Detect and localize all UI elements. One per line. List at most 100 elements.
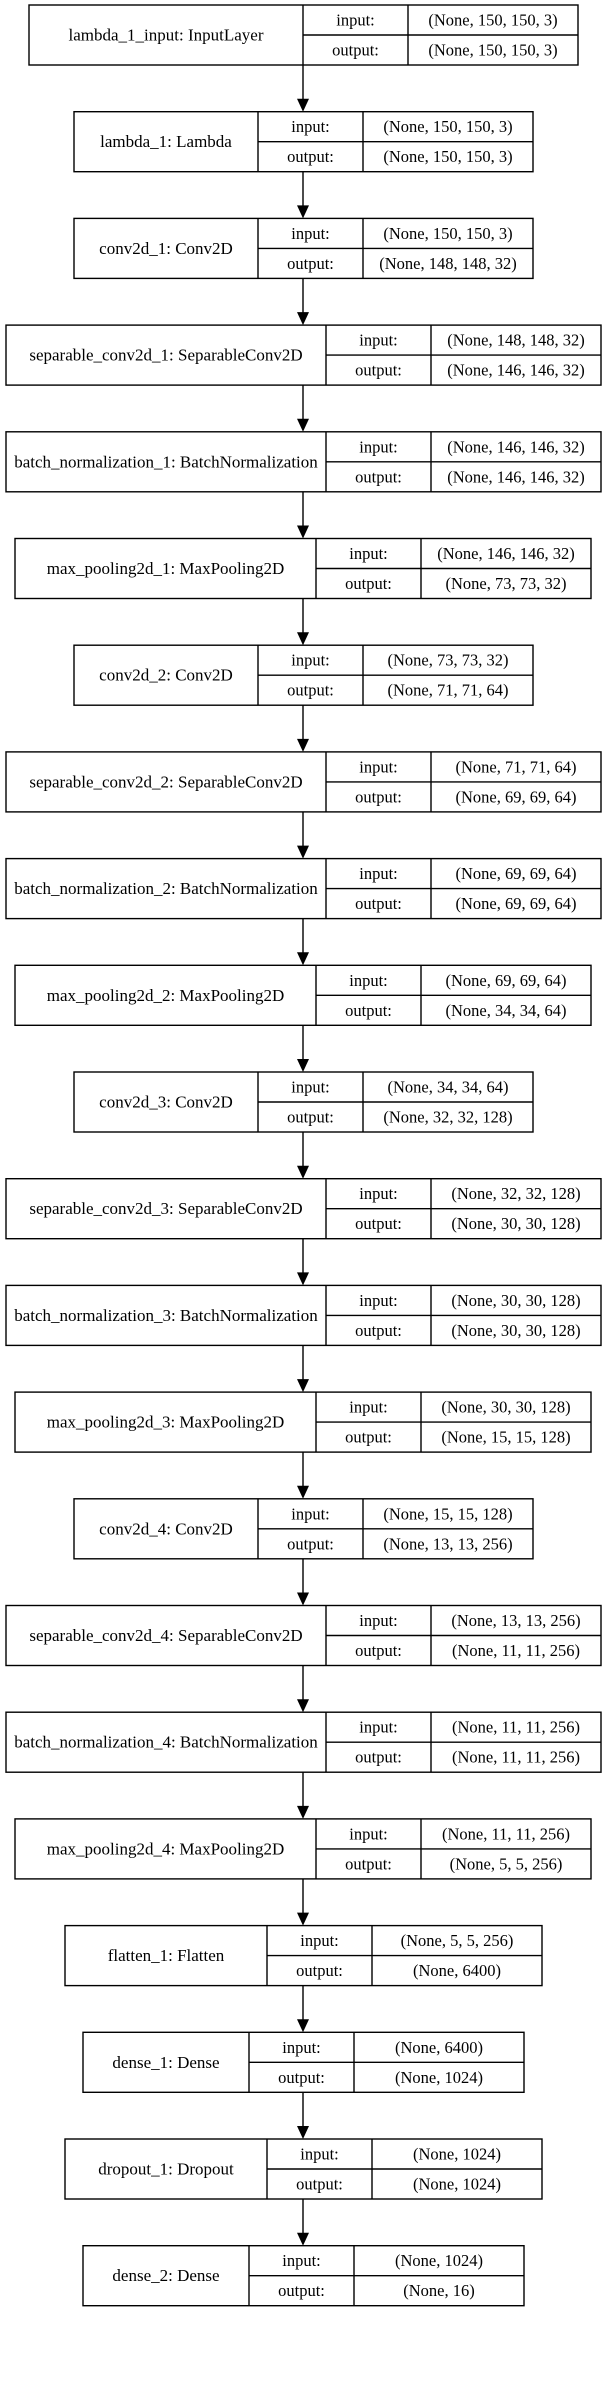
- layer-node: batch_normalization_2: BatchNormalizatio…: [6, 859, 601, 919]
- input-label: input:: [359, 331, 398, 350]
- input-shape: (None, 1024): [413, 2145, 501, 2164]
- arrowhead: [297, 2019, 309, 2032]
- layer-name: batch_normalization_2: BatchNormalizatio…: [14, 879, 318, 898]
- arrowhead: [297, 419, 309, 432]
- layer-name: separable_conv2d_2: SeparableConv2D: [29, 772, 302, 791]
- edge-arrow: [297, 492, 309, 539]
- arrowhead: [297, 2126, 309, 2139]
- arrowhead: [297, 312, 309, 325]
- edges-group: [297, 65, 309, 2246]
- layer-name: max_pooling2d_4: MaxPooling2D: [47, 1839, 285, 1858]
- output-shape: (None, 150, 150, 3): [383, 147, 512, 166]
- input-shape: (None, 5, 5, 256): [401, 1931, 514, 1950]
- input-shape: (None, 30, 30, 128): [451, 1291, 580, 1310]
- output-shape: (None, 73, 73, 32): [446, 574, 567, 593]
- arrowhead: [297, 632, 309, 645]
- layer-node: batch_normalization_1: BatchNormalizatio…: [6, 432, 601, 492]
- input-shape: (None, 69, 69, 64): [446, 971, 567, 990]
- output-label: output:: [287, 1534, 334, 1553]
- output-label: output:: [345, 1854, 392, 1873]
- layer-node: conv2d_2: Conv2Dinput:output:(None, 73, …: [74, 645, 533, 705]
- output-shape: (None, 150, 150, 3): [428, 41, 557, 60]
- layer-node: separable_conv2d_4: SeparableConv2Dinput…: [6, 1606, 601, 1666]
- layer-node: batch_normalization_4: BatchNormalizatio…: [6, 1712, 601, 1772]
- layer-name: max_pooling2d_2: MaxPooling2D: [47, 986, 285, 1005]
- layer-node: conv2d_4: Conv2Dinput:output:(None, 15, …: [74, 1499, 533, 1559]
- layer-name: flatten_1: Flatten: [108, 1946, 225, 1965]
- input-label: input:: [359, 437, 398, 456]
- arrowhead: [297, 1593, 309, 1606]
- input-shape: (None, 11, 11, 256): [442, 1824, 570, 1843]
- arrowhead: [297, 2233, 309, 2246]
- output-label: output:: [296, 1961, 343, 1980]
- output-shape: (None, 146, 146, 32): [447, 361, 584, 380]
- layer-node: lambda_1: Lambda input: output: (None, 150,…: [74, 112, 533, 172]
- output-label: output:: [355, 361, 402, 380]
- layer-name: lambda_1: Lambda: [100, 132, 232, 151]
- edge-arrow: [297, 1132, 309, 1179]
- layer-node: conv2d_1: Conv2D input: output: (None, 150,…: [74, 218, 533, 278]
- input-shape: (None, 32, 32, 128): [451, 1184, 580, 1203]
- input-label: input:: [359, 1611, 398, 1630]
- input-shape: (None, 73, 73, 32): [388, 651, 509, 670]
- input-label: input:: [349, 544, 388, 563]
- input-label: input:: [300, 1931, 339, 1950]
- output-label: output:: [345, 1001, 392, 1020]
- input-label: input:: [300, 2145, 339, 2164]
- input-label: input:: [291, 1504, 330, 1523]
- layer-node: dropout_1: Dropout input: output: (None, 10…: [65, 2139, 542, 2199]
- input-shape: (None, 148, 148, 32): [447, 331, 584, 350]
- edge-arrow: [297, 1879, 309, 1926]
- layer-name: max_pooling2d_1: MaxPooling2D: [47, 559, 285, 578]
- edge-arrow: [297, 812, 309, 859]
- arrowhead: [297, 205, 309, 218]
- output-label: output:: [287, 254, 334, 273]
- arrowhead: [297, 1699, 309, 1712]
- output-label: output:: [355, 1748, 402, 1767]
- layer-node: conv2d_3: Conv2D input: output: (None, 34, …: [74, 1072, 533, 1132]
- input-label: input:: [282, 2038, 321, 2057]
- output-shape: (None, 34, 34, 64): [446, 1001, 567, 1020]
- output-label: output:: [287, 1108, 334, 1127]
- input-label: input:: [291, 1078, 330, 1097]
- arrowhead: [297, 1806, 309, 1819]
- edge-arrow: [297, 385, 309, 432]
- output-label: output:: [355, 1641, 402, 1660]
- input-shape: (None, 13, 13, 256): [451, 1611, 580, 1630]
- output-shape: (None, 13, 13, 256): [383, 1534, 512, 1553]
- output-shape: (None, 6400): [413, 1961, 501, 1980]
- layer-name: conv2d_3: Conv2D: [99, 1093, 233, 1112]
- layer-node: max_pooling2d_2: MaxPooling2D input: outpu…: [15, 965, 591, 1025]
- edge-arrow: [297, 2199, 309, 2246]
- output-shape: (None, 148, 148, 32): [379, 254, 516, 273]
- input-label: input:: [359, 1718, 398, 1737]
- arrowhead: [297, 1166, 309, 1179]
- output-label: output:: [287, 147, 334, 166]
- input-label: input:: [349, 1398, 388, 1417]
- arrowhead: [297, 1379, 309, 1392]
- output-shape: (None, 11, 11, 256): [452, 1641, 580, 1660]
- input-shape: (None, 30, 30, 128): [441, 1398, 570, 1417]
- arrowhead: [297, 739, 309, 752]
- edge-arrow: [297, 705, 309, 752]
- arrowhead: [297, 99, 309, 112]
- layer-name: batch_normalization_3: BatchNormalizatio…: [14, 1306, 318, 1325]
- input-label: input:: [336, 11, 375, 30]
- edge-arrow: [297, 919, 309, 966]
- input-shape: (None, 69, 69, 64): [456, 864, 577, 883]
- arrowhead: [297, 1486, 309, 1499]
- input-label: input:: [359, 864, 398, 883]
- output-shape: (None, 69, 69, 64): [456, 894, 577, 913]
- output-label: output:: [355, 787, 402, 806]
- input-shape: (None, 71, 71, 64): [456, 757, 577, 776]
- input-shape: (None, 150, 150, 3): [383, 224, 512, 243]
- layer-name: batch_normalization_4: BatchNormalizatio…: [14, 1733, 318, 1752]
- layer-node: separable_conv2d_3: SeparableConv2Dinput…: [6, 1179, 601, 1239]
- edge-arrow: [297, 65, 309, 112]
- arrowhead: [297, 846, 309, 859]
- input-label: input:: [359, 757, 398, 776]
- output-shape: (None, 15, 15, 128): [441, 1428, 570, 1447]
- layer-name: conv2d_1: Conv2D: [99, 239, 233, 258]
- layer-node: separable_conv2d_1: SeparableConv2Dinput…: [6, 325, 601, 385]
